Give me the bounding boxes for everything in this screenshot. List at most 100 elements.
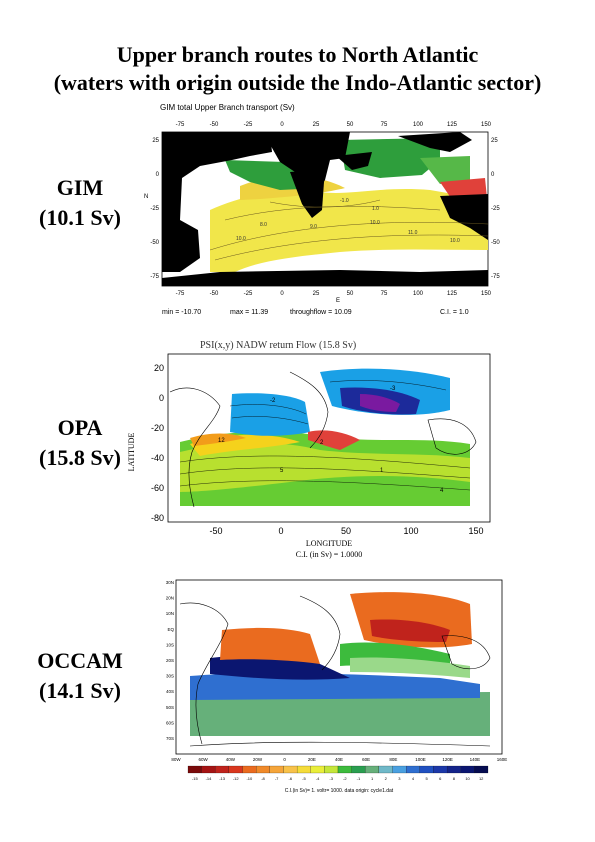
gim-x-tick-label: -75 (176, 291, 185, 297)
gim-x-tick-label: 75 (381, 122, 388, 128)
occam-coast-australia (441, 635, 491, 670)
occam-colorbar-swatch (378, 765, 393, 774)
opa-contour-line (179, 480, 471, 491)
occam-colorbar-label: 4 (412, 776, 415, 781)
occam-x-tick-label: 60W (199, 757, 209, 762)
occam-orange-south-atlantic (220, 627, 320, 664)
gim-value: (10.1 Sv) (39, 205, 121, 230)
occam-colorbar-label: -15 (192, 776, 199, 781)
occam-coast-americas (179, 602, 229, 745)
opa-contour-label: 2 (320, 440, 324, 446)
opa-contour-line (179, 467, 471, 479)
occam-colorbar-swatch (460, 765, 475, 774)
occam-colorbar-swatch (324, 765, 339, 774)
occam-colorbar-label: -6 (288, 776, 292, 781)
gim-map: GIM total Upper Branch transport (Sv) -1… (144, 103, 500, 316)
occam-y-tick-label: 60S (166, 720, 174, 725)
occam-x-tick-label: 80E (389, 757, 397, 762)
occam-colorbar-swatch (433, 765, 448, 774)
occam-colorbar-swatch (187, 765, 202, 774)
occam-colorbar-swatch (256, 765, 270, 774)
gim-stat-max: max = 11.39 (230, 309, 268, 316)
occam-x-tick-label: 20W (253, 757, 263, 762)
gim-label: GIM (56, 175, 104, 200)
occam-colorbar-label: 2 (385, 776, 388, 781)
occam-x-tick-label: 0 (283, 757, 286, 762)
gim-x-tick-label: 75 (381, 291, 388, 297)
gim-y-tick-label: -75 (491, 274, 500, 280)
occam-colorbar-swatch (228, 765, 243, 774)
opa-coast-americas (169, 387, 221, 508)
page-title-line-2: (waters with origin outside the Indo-Atl… (53, 70, 542, 95)
occam-teal-band (190, 692, 490, 736)
occam-y-tick-label: 70S (166, 736, 174, 741)
occam-lightgreen-region (350, 657, 470, 678)
opa-label: OPA (57, 415, 103, 440)
occam-colorbar-swatch (406, 765, 420, 774)
gim-x-tick-label: 125 (447, 122, 458, 128)
gim-contour-line (209, 222, 489, 251)
occam-navy-region (210, 655, 350, 680)
gim-contour-label: 1.0 (372, 206, 379, 212)
occam-y-tick-label: 20N (166, 596, 174, 601)
gim-x-tick-label: 25 (313, 122, 320, 128)
gim-x-tick-label: -50 (210, 291, 219, 297)
opa-ci-text: C.I. (in Sv) = 1.0000 (296, 550, 363, 559)
opa-x-tick-label: -50 (209, 526, 222, 536)
gim-y-tick-label: 0 (491, 172, 495, 178)
gim-x-axis-label: E (336, 298, 340, 304)
occam-y-tick-label: 30S (166, 674, 174, 679)
opa-y-tick-label: -80 (151, 513, 164, 523)
gim-x-tick-label: 125 (447, 291, 458, 297)
opa-contour-label: 1 (380, 468, 384, 474)
gim-y-tick-label: 25 (491, 138, 498, 144)
occam-x-tick-label: 20E (308, 757, 316, 762)
opa-yellowgreen-band (180, 442, 470, 492)
opa-x-tick-label: 0 (278, 526, 283, 536)
opa-contour-label: 5 (280, 468, 284, 474)
gim-y-tick-label: -25 (491, 206, 500, 212)
gim-stat-min: min = -10.70 (162, 309, 201, 316)
gim-y-tick-label: -50 (491, 240, 500, 246)
occam-colorbar-label: 1 (371, 776, 374, 781)
occam-y-tick-label: 30N (166, 580, 174, 585)
occam-colorbar-label: 10 (465, 776, 470, 781)
occam-colorbar-label: -13 (219, 776, 226, 781)
gim-land-asia (398, 132, 472, 152)
occam-coast-antarctica (189, 741, 491, 747)
occam-y-tick-label: EQ (167, 627, 174, 632)
gim-contour-label: 10.0 (450, 238, 460, 244)
gim-panel: GIM total Upper Branch transport (Sv) -1… (140, 100, 520, 320)
occam-y-tick-label: 20S (166, 658, 174, 663)
occam-x-tick-label: 40W (226, 757, 236, 762)
opa-contour-line (179, 455, 471, 469)
gim-x-tick-label: -25 (244, 291, 253, 297)
gim-stat-ci: C.I. = 1.0 (440, 309, 469, 316)
occam-colorbar-label: -10 (246, 776, 253, 781)
gim-plot-title: GIM total Upper Branch transport (Sv) (160, 103, 295, 112)
occam-colorbar-label: -7 (275, 776, 279, 781)
gim-contour-label: -1.0 (340, 198, 349, 204)
gim-land-africa-south (290, 170, 324, 218)
occam-value: (14.1 Sv) (39, 678, 121, 703)
opa-x-tick-label: 50 (341, 526, 351, 536)
occam-colorbar-label: -3 (329, 776, 333, 781)
gim-x-tick-label: 100 (413, 122, 424, 128)
occam-colorbar-swatch (446, 765, 461, 774)
occam-colorbar-label: -8 (261, 776, 265, 781)
opa-x-tick-label: 100 (403, 526, 418, 536)
gim-x-tick-label: 0 (280, 291, 284, 297)
gim-x-tick-label: 150 (481, 122, 492, 128)
occam-x-tick-label: 120E (442, 757, 453, 762)
opa-contour-label: 4 (440, 488, 444, 494)
gim-contour-line (214, 234, 489, 261)
occam-colorbar-swatch (392, 765, 407, 774)
gim-x-tick-label: 50 (347, 122, 354, 128)
occam-x-tick-label: 140E (470, 757, 481, 762)
occam-colorbar-swatch (215, 765, 230, 774)
opa-contour-line (329, 380, 447, 391)
occam-colorbar-swatch (419, 765, 434, 774)
occam-colorbar-label: -14 (206, 776, 213, 781)
gim-y-axis-label: N (144, 194, 148, 200)
occam-colorbar-swatch (365, 765, 380, 774)
